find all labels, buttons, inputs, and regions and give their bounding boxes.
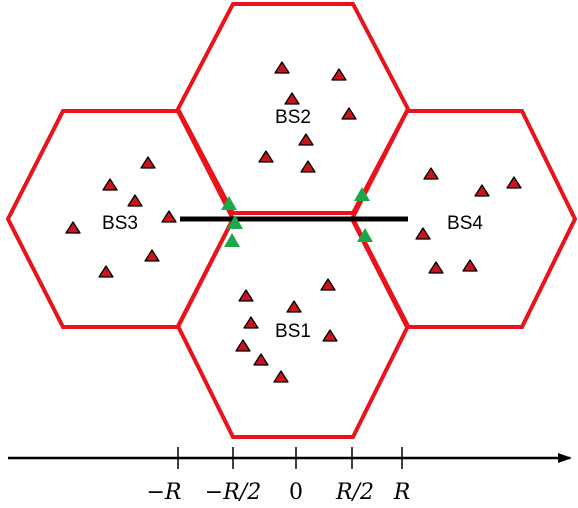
edge-user-marker bbox=[227, 215, 243, 229]
user-marker bbox=[415, 227, 431, 240]
user-marker bbox=[423, 167, 439, 180]
cell-label-bs3: BS3 bbox=[102, 213, 138, 234]
user-marker bbox=[298, 133, 314, 146]
user-marker bbox=[65, 221, 81, 234]
user-marker bbox=[144, 249, 160, 262]
edge-user-marker bbox=[221, 196, 237, 210]
user-marker bbox=[506, 176, 522, 189]
user-marker bbox=[300, 160, 316, 173]
cell-label-bs2: BS2 bbox=[275, 107, 311, 128]
cell-label-bs4: BS4 bbox=[447, 213, 483, 234]
tick-label-r: R bbox=[393, 480, 411, 505]
user-marker bbox=[320, 278, 336, 291]
edge-user-marker bbox=[224, 233, 240, 247]
user-marker bbox=[235, 339, 251, 352]
green-edge-user-markers bbox=[221, 187, 373, 247]
user-marker bbox=[140, 156, 156, 169]
user-marker bbox=[238, 289, 254, 302]
tick-label-zero: 0 bbox=[289, 480, 303, 505]
user-marker bbox=[322, 329, 338, 342]
user-marker bbox=[253, 353, 269, 366]
user-marker bbox=[341, 107, 357, 120]
tick-label-minus-r-half: −R/2 bbox=[205, 480, 261, 505]
edge-user-marker bbox=[354, 187, 370, 201]
user-marker bbox=[102, 178, 118, 191]
user-marker bbox=[98, 265, 114, 278]
user-marker bbox=[331, 68, 347, 81]
user-marker bbox=[243, 316, 259, 329]
cell-label-bs1: BS1 bbox=[275, 321, 311, 342]
tick-label-minus-r: −R bbox=[147, 480, 182, 505]
edge-user-marker bbox=[357, 228, 373, 242]
tick-label-r-half: R/2 bbox=[335, 480, 374, 505]
user-marker bbox=[274, 61, 290, 74]
user-marker bbox=[428, 261, 444, 274]
user-marker bbox=[258, 150, 274, 163]
user-marker bbox=[284, 92, 300, 105]
user-marker bbox=[161, 210, 177, 223]
user-marker bbox=[462, 259, 478, 272]
user-marker bbox=[127, 194, 143, 207]
user-marker bbox=[273, 370, 289, 383]
red-user-markers bbox=[65, 61, 522, 383]
user-marker bbox=[474, 184, 490, 197]
distance-axis: −R −R/2 0 R/2 R bbox=[8, 447, 572, 505]
user-marker bbox=[286, 300, 302, 313]
